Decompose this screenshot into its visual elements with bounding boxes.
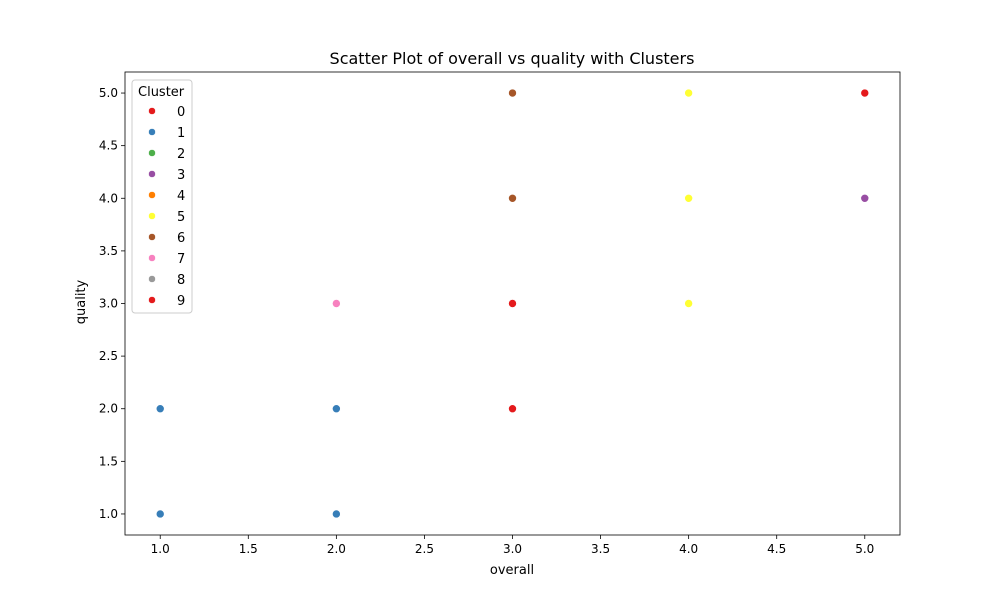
data-point-cluster-0 <box>860 88 870 98</box>
x-tick-label: 2.0 <box>327 542 346 556</box>
legend-label-4: 4 <box>177 189 185 204</box>
legend-label-1: 1 <box>177 126 185 141</box>
legend: Cluster 0 1 2 3 4 5 6 7 8 9 <box>131 79 193 314</box>
legend-box <box>131 79 193 314</box>
data-point-cluster-0 <box>508 299 517 308</box>
y-axis-title: quality <box>74 279 89 324</box>
y-tick-label: 3.5 <box>99 244 118 258</box>
x-tick-label: 5.0 <box>855 542 874 556</box>
data-point-cluster-6 <box>508 193 517 203</box>
y-tick-label: 4.5 <box>99 139 118 153</box>
legend-marker-4 <box>148 191 156 199</box>
x-tick-label: 3.5 <box>591 542 610 556</box>
plot-area: 1.0 1.5 2.0 2.5 3.0 3.5 4.0 4.5 5.0 1.0 1.5 2.0 2.5 3… <box>99 71 901 556</box>
legend-label-3: 3 <box>177 168 185 183</box>
chart-title: Scatter Plot of overall vs quality with … <box>330 49 695 68</box>
legend-label-2: 2 <box>177 147 185 162</box>
data-point-cluster-6 <box>508 88 517 98</box>
data-point-cluster-1 <box>332 509 341 519</box>
y-tick-label: 4.0 <box>99 191 118 205</box>
legend-marker-5 <box>148 212 156 220</box>
data-point-cluster-7 <box>332 299 341 308</box>
x-tick-label: 2.5 <box>415 542 434 556</box>
legend-marker-2 <box>148 149 156 157</box>
data-point-cluster-0 <box>508 404 517 414</box>
x-tick-label: 1.0 <box>151 542 170 556</box>
y-tick-label: 1.0 <box>99 507 118 521</box>
legend-label-7: 7 <box>177 252 185 267</box>
x-tick-label: 4.0 <box>679 542 698 556</box>
y-tick-label: 1.5 <box>99 454 118 468</box>
legend-title: Cluster <box>138 85 185 100</box>
y-tick-label: 2.0 <box>99 402 118 416</box>
data-point-cluster-3 <box>860 193 870 203</box>
legend-label-9: 9 <box>177 294 185 309</box>
data-point-cluster-5 <box>684 88 693 98</box>
legend-label-5: 5 <box>177 210 185 225</box>
data-point-cluster-1 <box>332 404 341 414</box>
x-tick-label: 3.0 <box>503 542 522 556</box>
legend-marker-1 <box>148 128 156 136</box>
legend-marker-3 <box>148 170 156 178</box>
legend-label-6: 6 <box>177 231 185 246</box>
legend-label-8: 8 <box>177 273 185 288</box>
legend-marker-6 <box>148 233 156 241</box>
legend-marker-7 <box>148 254 156 262</box>
legend-marker-8 <box>148 275 156 283</box>
legend-label-0: 0 <box>177 105 185 120</box>
x-tick-label: 4.5 <box>767 542 786 556</box>
data-point-cluster-1 <box>155 404 165 414</box>
legend-marker-0 <box>148 107 156 115</box>
x-tick-label: 1.5 <box>239 542 258 556</box>
data-point-cluster-5 <box>684 193 693 203</box>
y-tick-label: 2.5 <box>99 349 118 363</box>
x-axis-title: overall <box>490 563 534 578</box>
y-tick-label: 3.0 <box>99 297 118 311</box>
data-point-cluster-1 <box>155 509 165 519</box>
data-point-cluster-5 <box>684 299 693 308</box>
legend-marker-9 <box>148 296 156 304</box>
y-tick-label: 5.0 <box>99 86 118 100</box>
